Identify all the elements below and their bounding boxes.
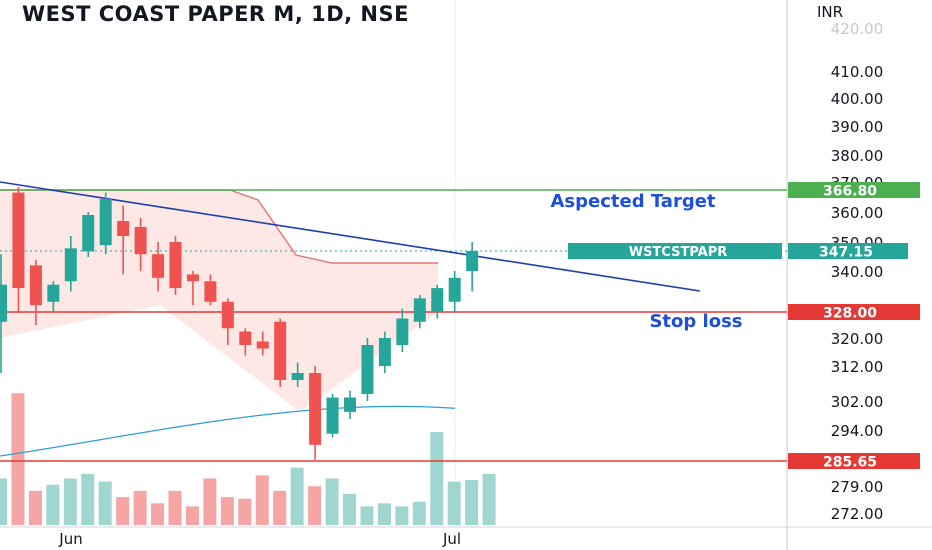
shaded-zone [0, 190, 438, 412]
candle-body [413, 298, 426, 322]
y-tick-label: 400.00 [831, 90, 884, 108]
volume-bar [412, 501, 426, 525]
candle-body [134, 227, 147, 255]
candle-body [221, 301, 234, 329]
current-price-badge [788, 243, 908, 259]
volume-bar [343, 494, 356, 525]
y-tick-label: 340.00 [831, 263, 884, 281]
candle-body [239, 331, 252, 345]
volume-bar [46, 484, 60, 525]
price-badge [788, 453, 920, 469]
volume-bar [11, 393, 25, 525]
x-tick-label: Jul [442, 530, 461, 548]
volume-bar [447, 481, 461, 525]
volume-bar [482, 473, 496, 525]
candle-body [396, 318, 409, 345]
y-tick-label: 294.00 [831, 422, 884, 440]
volume-bar [81, 473, 95, 525]
volume-bar [185, 506, 199, 525]
candle-body [274, 321, 287, 380]
y-tick-label: 272.00 [831, 505, 884, 523]
y-tick-label: 312.00 [831, 358, 884, 376]
candle-body [117, 221, 130, 236]
candle-body [99, 199, 112, 246]
volume-bar [273, 490, 287, 525]
volume-bar [360, 506, 374, 525]
price-badge [788, 182, 920, 198]
trendline [0, 181, 701, 292]
volume-bar [238, 498, 252, 525]
candle-body [47, 284, 60, 302]
candle-body [82, 215, 95, 252]
x-tick-label: Jun [58, 530, 82, 548]
y-tick-label: 380.00 [831, 147, 884, 165]
volume-bar [133, 490, 147, 525]
candle-body [64, 248, 77, 282]
price-badge-text: 366.80 [823, 184, 877, 200]
annotation-target: Aspected Target [550, 191, 715, 212]
y-tick-label: 360.00 [831, 204, 884, 222]
price-badge-text: 285.65 [823, 455, 877, 471]
chart-title: WEST COAST PAPER M, 1D, NSE [22, 2, 409, 26]
candle-body [378, 338, 391, 366]
candle-body [169, 242, 182, 289]
volume-bar [255, 475, 269, 525]
volume-bar [28, 490, 42, 525]
annotation-stop-loss: Stop loss [649, 311, 742, 332]
candle-body [291, 373, 304, 380]
candle-body [152, 254, 165, 278]
volume-bar [63, 478, 77, 525]
y-tick-label: 279.00 [831, 478, 884, 496]
candle-body [361, 345, 374, 394]
volume-bar [290, 467, 304, 525]
symbol-tag-text: WSTCSTPAPR [629, 245, 728, 260]
volume-bar [168, 490, 182, 525]
candle-body [204, 281, 217, 302]
candle-body [12, 192, 25, 289]
volume-bar [395, 506, 409, 525]
candle-body [344, 397, 356, 412]
candle-body [186, 274, 199, 282]
y-tick-label: 320.00 [831, 330, 884, 348]
price-badge-text: 328.00 [823, 306, 877, 322]
volume-bar [220, 497, 234, 525]
candle-body [448, 277, 461, 302]
y-tick-label-clipped: 420.00 [831, 20, 884, 38]
volume-bar [430, 432, 444, 525]
current-price-badge-text: 347.15 [819, 245, 873, 261]
volume-bar [308, 486, 322, 525]
candle-body [0, 284, 7, 322]
candle-body [466, 251, 479, 271]
volume-bar [151, 503, 165, 525]
volume-bar [98, 481, 112, 525]
candle-body [431, 288, 444, 312]
volume-bar [116, 497, 130, 525]
price-badge [788, 304, 920, 320]
y-tick-label: 302.00 [831, 393, 884, 411]
volume-bar [325, 478, 339, 525]
symbol-tag [568, 243, 782, 259]
y-tick-label: 390.00 [831, 118, 884, 136]
y-tick-label: 410.00 [831, 63, 884, 81]
candle-body [309, 373, 322, 445]
candle-body [29, 265, 42, 306]
volume-bar [465, 480, 479, 525]
candle-body [326, 397, 339, 434]
currency-label: INR [817, 3, 844, 21]
volume-bar [377, 503, 391, 525]
volume-bar [0, 478, 7, 525]
volume-bar [203, 478, 217, 525]
moving-average-line [0, 405, 456, 457]
candle-body [256, 341, 269, 349]
